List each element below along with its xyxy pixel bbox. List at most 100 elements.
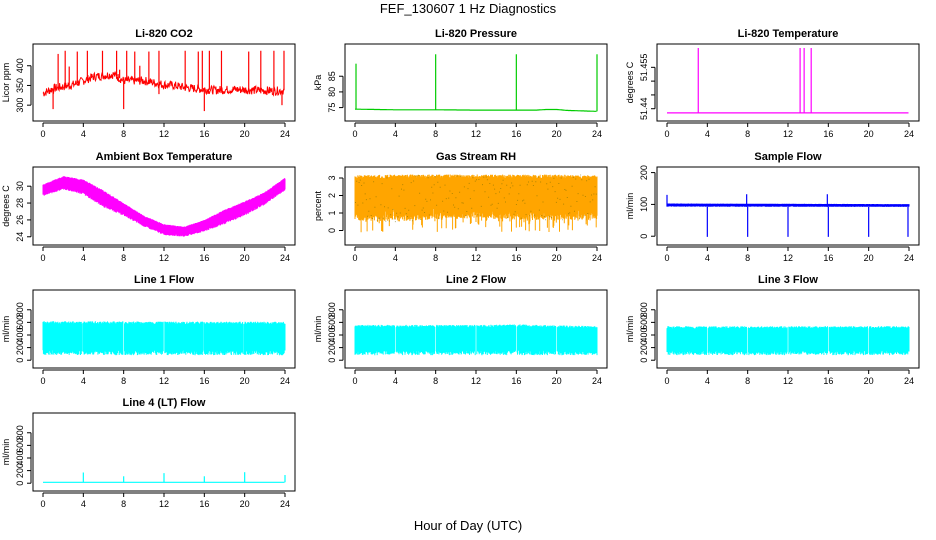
panel-8: Line 2 Flow ml/min 0 4 8 12 16 20 24 0 20040060080… bbox=[313, 274, 608, 386]
x-tick-label: 12 bbox=[159, 376, 169, 386]
y-tick-label: 400 bbox=[639, 327, 649, 342]
plot-area bbox=[354, 324, 598, 356]
plot-area bbox=[666, 194, 910, 237]
series-band bbox=[666, 203, 910, 207]
y-tick-label: 200 bbox=[15, 463, 25, 478]
y-tick-label: 75 bbox=[327, 103, 337, 113]
panel-1: Li-820 CO2 Licor ppm 0 4 8 12 16 20 24 300 350 400 bbox=[1, 28, 296, 139]
x-tick-label: 16 bbox=[511, 253, 521, 263]
y-tick-label: 2 bbox=[327, 193, 337, 198]
x-tick-label: 4 bbox=[81, 376, 86, 386]
x-tick-label: 16 bbox=[199, 376, 209, 386]
panel-2: Li-820 Pressure kPa 0 4 8 12 16 20 24 75 80 85 bbox=[313, 28, 608, 139]
x-tick-label: 24 bbox=[904, 376, 914, 386]
x-tick-label: 8 bbox=[433, 376, 438, 386]
y-tick-label: 400 bbox=[327, 327, 337, 342]
x-tick-label: 20 bbox=[552, 253, 562, 263]
y-tick-label: 800 bbox=[327, 302, 337, 317]
series-band bbox=[42, 321, 286, 356]
x-tick-label: 12 bbox=[159, 499, 169, 509]
plot-frame bbox=[344, 289, 608, 369]
plot-frame bbox=[344, 166, 608, 246]
y-tick-label: 51.455 bbox=[639, 54, 649, 82]
x-tick-label: 0 bbox=[664, 376, 669, 386]
plot-area bbox=[666, 326, 910, 356]
x-tick-label: 8 bbox=[745, 376, 750, 386]
plot-area bbox=[42, 50, 285, 112]
x-tick-label: 4 bbox=[705, 253, 710, 263]
y-axis-label: degrees C bbox=[1, 185, 11, 227]
y-tick-label: 0 bbox=[327, 228, 337, 233]
x-tick-label: 20 bbox=[552, 129, 562, 139]
y-tick-label: 0 bbox=[639, 234, 649, 239]
x-tick-label: 16 bbox=[199, 499, 209, 509]
y-tick-label: 0 bbox=[15, 358, 25, 363]
y-axis-label: percent bbox=[313, 190, 323, 221]
panel-7: Line 1 Flow ml/min 0 4 8 12 16 20 24 0 20040060080… bbox=[1, 274, 296, 386]
plot-frame bbox=[656, 166, 920, 246]
y-tick-label: 0 bbox=[15, 481, 25, 486]
x-tick-label: 12 bbox=[471, 253, 481, 263]
x-tick-label: 12 bbox=[159, 129, 169, 139]
x-tick-label: 8 bbox=[433, 253, 438, 263]
y-axis-label: ml/min bbox=[1, 439, 11, 466]
x-tick-label: 4 bbox=[81, 129, 86, 139]
y-tick-label: 800 bbox=[15, 302, 25, 317]
x-tick-label: 8 bbox=[745, 129, 750, 139]
y-tick-label: 600 bbox=[15, 438, 25, 453]
y-axis-label: ml/min bbox=[625, 193, 635, 220]
x-tick-label: 16 bbox=[199, 253, 209, 263]
x-tick-label: 20 bbox=[240, 376, 250, 386]
y-tick-label: 24 bbox=[15, 232, 25, 242]
x-tick-label: 4 bbox=[705, 129, 710, 139]
x-tick-label: 12 bbox=[783, 376, 793, 386]
x-tick-label: 0 bbox=[664, 129, 669, 139]
series-band bbox=[42, 176, 286, 237]
y-tick-label: 600 bbox=[15, 315, 25, 330]
panel-3: Li-820 Temperature degrees C 0 4 8 12 16 20 24 51… bbox=[625, 28, 920, 139]
plot-frame bbox=[32, 289, 296, 369]
y-tick-label: 600 bbox=[639, 315, 649, 330]
series-points bbox=[355, 174, 597, 223]
series-band bbox=[354, 324, 598, 356]
x-tick-label: 20 bbox=[864, 376, 874, 386]
panel-6: Sample Flow ml/min 0 4 8 12 16 20 24 0 100 200 bbox=[625, 151, 920, 263]
x-tick-label: 20 bbox=[240, 253, 250, 263]
series-line bbox=[42, 71, 285, 97]
x-tick-label: 16 bbox=[823, 129, 833, 139]
x-tick-label: 12 bbox=[159, 253, 169, 263]
x-tick-label: 12 bbox=[783, 129, 793, 139]
x-tick-label: 8 bbox=[121, 499, 126, 509]
panel-title: Line 2 Flow bbox=[446, 274, 506, 286]
panel-title: Li-820 CO2 bbox=[135, 28, 192, 40]
x-tick-label: 24 bbox=[904, 129, 914, 139]
x-tick-label: 16 bbox=[823, 376, 833, 386]
y-axis-label: ml/min bbox=[1, 316, 11, 343]
y-tick-label: 400 bbox=[15, 58, 25, 73]
y-tick-label: 400 bbox=[15, 450, 25, 465]
panel-title: Sample Flow bbox=[754, 151, 822, 163]
x-tick-label: 8 bbox=[433, 129, 438, 139]
plot-frame bbox=[344, 43, 608, 122]
x-axis-caption: Hour of Day (UTC) bbox=[413, 518, 523, 533]
x-tick-label: 24 bbox=[904, 253, 914, 263]
x-tick-label: 0 bbox=[352, 129, 357, 139]
panel-9: Line 3 Flow ml/min 0 4 8 12 16 20 24 0 20040060080… bbox=[625, 274, 920, 386]
x-tick-label: 16 bbox=[511, 376, 521, 386]
x-tick-label: 12 bbox=[783, 253, 793, 263]
x-tick-label: 12 bbox=[471, 129, 481, 139]
panel-title: Ambient Box Temperature bbox=[96, 151, 233, 163]
x-tick-label: 0 bbox=[40, 129, 45, 139]
y-tick-label: 0 bbox=[639, 358, 649, 363]
plot-area bbox=[667, 48, 909, 114]
panel-title: Line 1 Flow bbox=[134, 274, 194, 286]
y-tick-label: 600 bbox=[327, 315, 337, 330]
x-tick-label: 20 bbox=[864, 253, 874, 263]
x-tick-label: 24 bbox=[280, 499, 290, 509]
plot-area bbox=[43, 472, 286, 483]
y-tick-label: 28 bbox=[15, 198, 25, 208]
x-tick-label: 4 bbox=[393, 129, 398, 139]
y-tick-label: 3 bbox=[327, 175, 337, 180]
x-tick-label: 4 bbox=[81, 253, 86, 263]
